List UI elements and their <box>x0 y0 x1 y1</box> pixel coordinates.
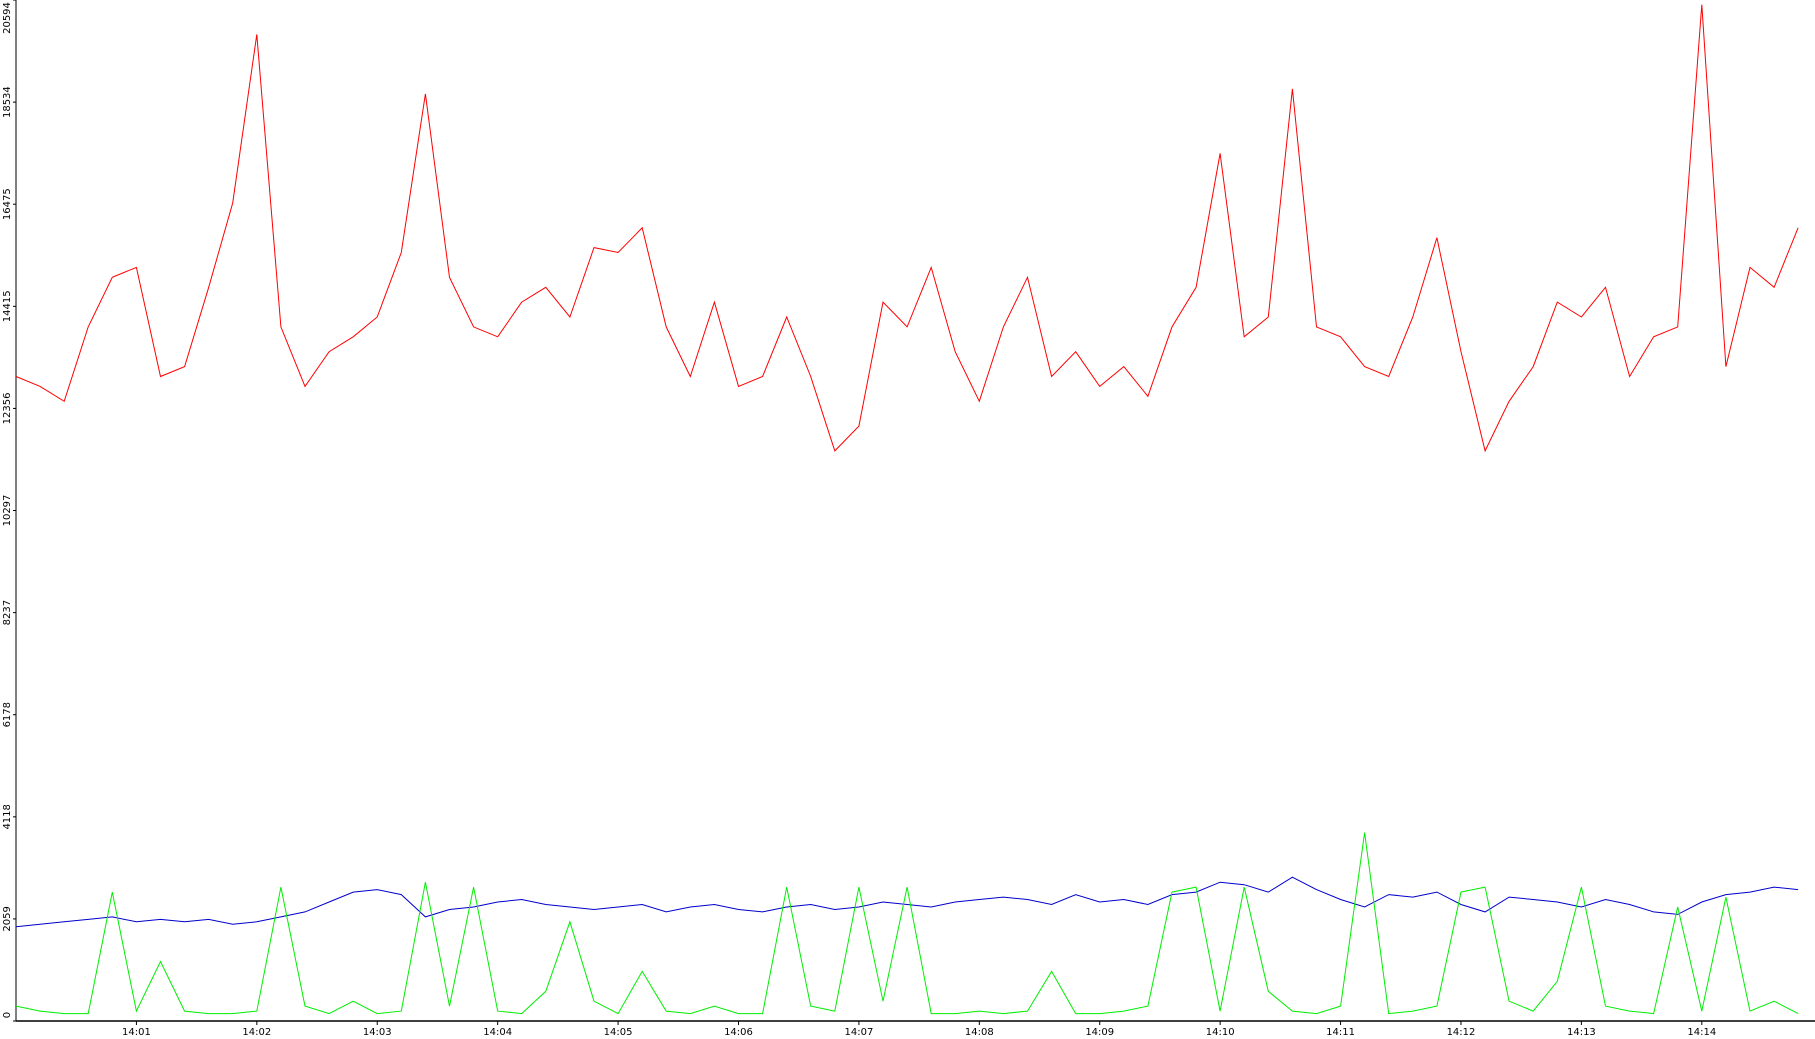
y-tick-label: 14415 <box>2 290 13 322</box>
x-tick-label: 14:13 <box>1567 1027 1596 1038</box>
x-tick-label: 14:10 <box>1206 1027 1235 1038</box>
series-line <box>15 832 1799 1015</box>
x-tick-label: 14:03 <box>363 1027 392 1038</box>
y-tick-label: 12356 <box>2 393 13 425</box>
x-tick-label: 14:05 <box>604 1027 633 1038</box>
x-tick-label: 14:06 <box>724 1027 753 1038</box>
x-tick-label: 14:12 <box>1447 1027 1476 1038</box>
x-tick-label: 14:01 <box>122 1027 151 1038</box>
series-line <box>15 4 1799 453</box>
y-tick-label: 2059 <box>2 906 13 931</box>
y-tick-label: 0 <box>2 1012 13 1018</box>
y-tick-label: 18534 <box>2 86 13 118</box>
y-tick-label: 4118 <box>2 804 13 829</box>
x-tick-label: 14:08 <box>965 1027 994 1038</box>
series-line <box>15 876 1799 928</box>
y-tick-label: 8237 <box>2 600 13 625</box>
y-tick-label: 16475 <box>2 188 13 220</box>
x-tick-label: 14:04 <box>483 1027 512 1038</box>
y-tick-label: 10297 <box>2 495 13 527</box>
x-tick-label: 14:09 <box>1085 1027 1114 1038</box>
x-tick-label: 14:07 <box>844 1027 873 1038</box>
x-tick-label: 14:02 <box>242 1027 271 1038</box>
y-tick-label: 6178 <box>2 702 13 727</box>
x-tick-label: 14:11 <box>1326 1027 1355 1038</box>
y-tick-label: 20594 <box>2 2 13 34</box>
x-tick-label: 14:14 <box>1687 1027 1716 1038</box>
